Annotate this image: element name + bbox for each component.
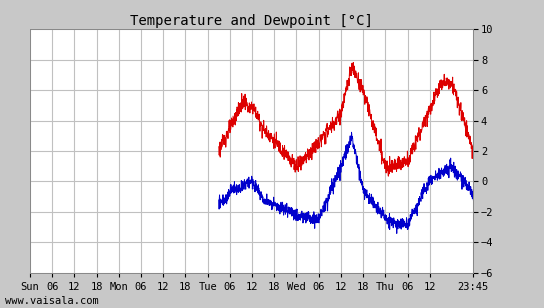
Title: Temperature and Dewpoint [°C]: Temperature and Dewpoint [°C]	[130, 14, 373, 28]
Text: www.vaisala.com: www.vaisala.com	[5, 297, 99, 306]
